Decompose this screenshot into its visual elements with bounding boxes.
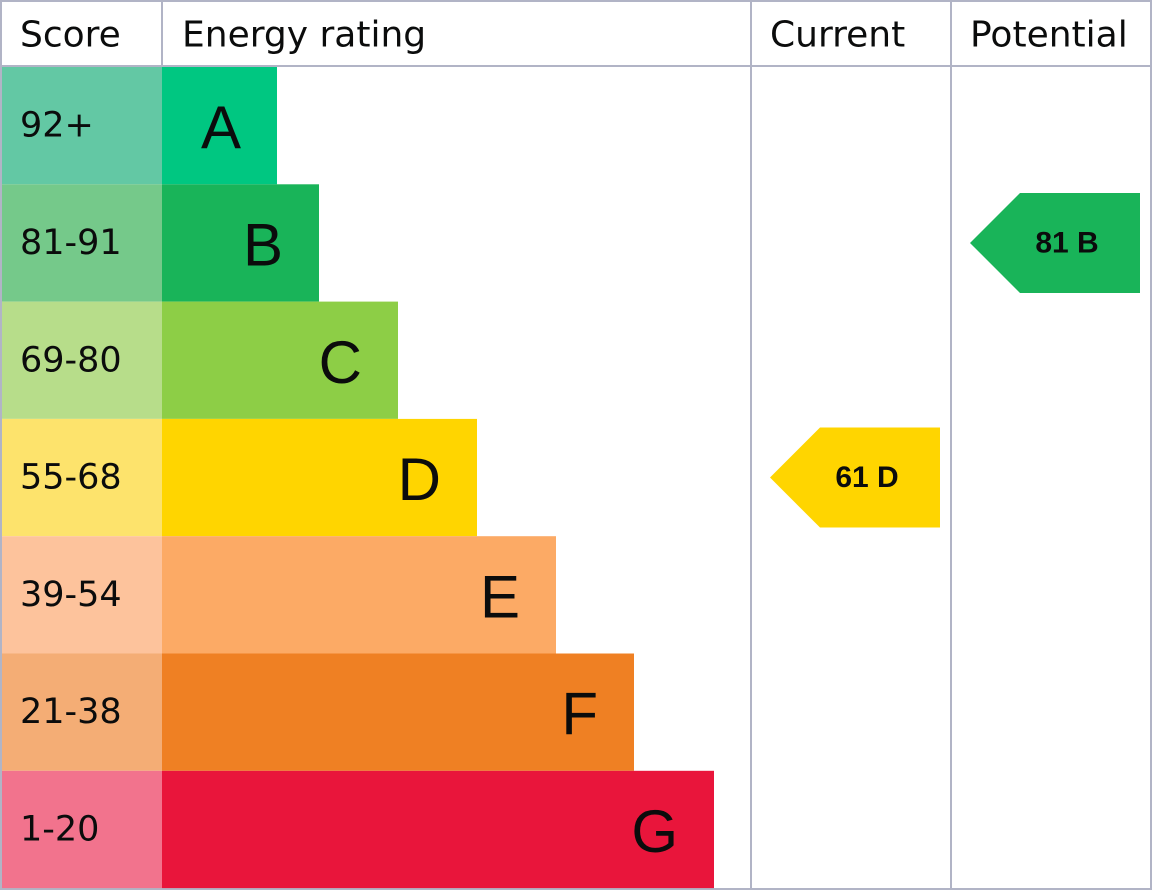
band-bar: [162, 536, 556, 654]
score-cell: [2, 653, 162, 771]
band-label: F: [561, 681, 598, 748]
band-bar: [162, 184, 319, 302]
band-bar: [162, 653, 634, 771]
score-cell: [2, 770, 162, 889]
band-bar: [162, 418, 477, 537]
score-label: 1-20: [20, 809, 99, 849]
band-bar: [162, 67, 277, 185]
band-label: A: [201, 94, 241, 161]
potential-arrow: [970, 192, 1140, 293]
score-cell: [2, 418, 162, 537]
band-bar: [162, 301, 398, 419]
band-label: G: [631, 798, 678, 865]
header-potential: Potential: [970, 15, 1128, 56]
score-cell: [2, 184, 162, 302]
score-label: 69-80: [20, 340, 122, 380]
score-label: 55-68: [20, 458, 122, 498]
header-current: Current: [770, 15, 905, 56]
potential-label: 81 B: [1035, 226, 1098, 259]
score-cell: [2, 67, 162, 185]
current-label: 61 D: [835, 461, 898, 494]
score-label: 81-91: [20, 223, 122, 263]
score-cell: [2, 536, 162, 654]
band-label: C: [319, 329, 362, 396]
score-label: 21-38: [20, 692, 122, 732]
score-cell: [2, 301, 162, 419]
header-score: Score: [20, 15, 121, 56]
score-label: 39-54: [20, 575, 122, 615]
header-rating: Energy rating: [182, 15, 426, 56]
current-arrow: [770, 427, 940, 528]
band-label: E: [480, 563, 520, 630]
score-label: 92+: [20, 106, 94, 146]
band-label: D: [398, 446, 441, 513]
band-bar: [162, 770, 714, 889]
band-label: B: [243, 211, 283, 278]
